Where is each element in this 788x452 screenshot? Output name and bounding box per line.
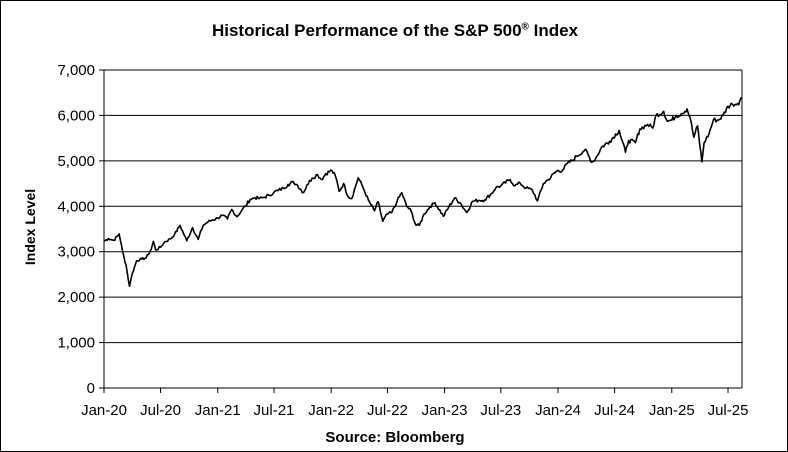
y-tick-label: 0	[87, 380, 95, 397]
x-tick-label: Jan-23	[422, 402, 468, 419]
x-tick-label: Jul-20	[140, 402, 181, 419]
y-tick-label: 7,000	[57, 62, 95, 79]
x-tick-label: Jul-24	[594, 402, 635, 419]
series	[103, 96, 743, 288]
sp500-index-line	[103, 96, 743, 288]
y-tick-label: 4,000	[57, 198, 95, 215]
y-tick-label: 3,000	[57, 244, 95, 261]
registered-mark: ®	[521, 21, 529, 33]
y-tick-label: 2,000	[57, 289, 95, 306]
x-tick-label: Jan-21	[195, 402, 241, 419]
x-tick-label: Jul-23	[480, 402, 521, 419]
source-label: Source: Bloomberg	[325, 429, 465, 446]
x-tick-label: Jan-24	[535, 402, 581, 419]
x-tick-label: Jan-20	[81, 402, 127, 419]
x-tick-label: Jul-21	[254, 402, 295, 419]
y-tick-label: 1,000	[57, 335, 95, 352]
axes	[99, 69, 743, 393]
chart-title-main: Historical Performance of the S&P 500	[211, 21, 522, 40]
gridlines	[104, 69, 742, 344]
x-tick-label: Jan-22	[308, 402, 354, 419]
y-axis-title: Index Level	[22, 189, 38, 265]
x-tick-label: Jul-25	[708, 402, 749, 419]
y-tick-label: 6,000	[57, 107, 95, 124]
chart-title-tail: Index	[528, 21, 579, 40]
chart-title: Historical Performance of the S&P 500® I…	[1, 21, 788, 41]
y-tick-label: 5,000	[57, 153, 95, 170]
y-tick-labels: 0 1,000 2,000 3,000 4,000 5,000 6,000 7,000	[57, 62, 95, 397]
x-tick-label: Jul-22	[367, 402, 408, 419]
x-tick-label: Jan-25	[649, 402, 695, 419]
x-tick-labels: Jan-20 Jul-20 Jan-21 Jul-21 Jan-22 Jul-22 Jan-…	[81, 402, 748, 419]
